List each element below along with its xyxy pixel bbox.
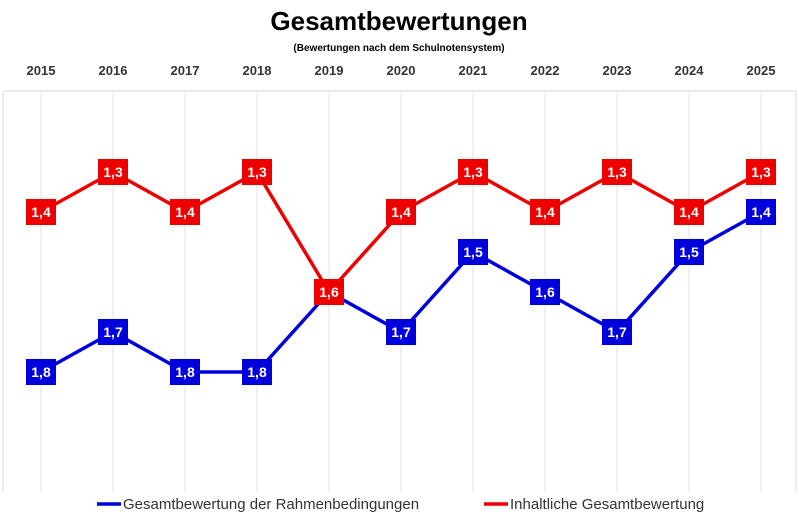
data-label: 1,8 bbox=[247, 364, 267, 380]
data-point-marker bbox=[98, 159, 128, 185]
series-markers: 1,8 1,7 1,8 1,8 1,6 1,7 1,5 1,6 1,7 1,5 1,4 1,4 1,3 1… bbox=[26, 159, 776, 385]
data-label: 1,7 bbox=[607, 324, 627, 340]
data-point-marker bbox=[458, 239, 488, 265]
data-label: 1,3 bbox=[463, 164, 483, 180]
data-label: 1,4 bbox=[679, 204, 699, 220]
x-tick-label: 2016 bbox=[99, 63, 128, 78]
data-label: 1,4 bbox=[535, 204, 555, 220]
x-tick-label: 2025 bbox=[747, 63, 776, 78]
data-label: 1,4 bbox=[31, 204, 51, 220]
x-tick-label: 2019 bbox=[315, 63, 344, 78]
x-tick-label: 2024 bbox=[675, 63, 705, 78]
data-point-marker bbox=[746, 199, 776, 225]
chart-subtitle: (Bewertungen nach dem Schulnotensystem) bbox=[293, 43, 504, 54]
data-label: 1,4 bbox=[751, 204, 771, 220]
data-point-marker bbox=[458, 159, 488, 185]
data-point-marker bbox=[674, 199, 704, 225]
data-label: 1,4 bbox=[175, 204, 195, 220]
data-point-marker bbox=[170, 199, 200, 225]
data-label: 1,8 bbox=[31, 364, 51, 380]
data-label: 1,3 bbox=[607, 164, 627, 180]
data-point-marker bbox=[386, 319, 416, 345]
data-point-marker bbox=[530, 199, 560, 225]
x-tick-label: 2017 bbox=[171, 63, 200, 78]
legend: Gesamtbewertung der Rahmenbedingungen Inh… bbox=[97, 496, 704, 513]
data-point-marker bbox=[602, 319, 632, 345]
x-tick-label: 2015 bbox=[27, 63, 56, 78]
x-tick-label: 2020 bbox=[387, 63, 416, 78]
data-point-marker bbox=[386, 199, 416, 225]
data-label: 1,7 bbox=[103, 324, 123, 340]
plot-area: 1,8 1,7 1,8 1,8 1,6 1,7 1,5 1,6 1,7 1,5 1,4 1,4 1,3 1… bbox=[2, 90, 797, 492]
x-tick-label: 2023 bbox=[603, 63, 632, 78]
data-label: 1,7 bbox=[391, 324, 411, 340]
data-point-marker bbox=[98, 319, 128, 345]
data-label: 1,3 bbox=[103, 164, 123, 180]
data-point-marker bbox=[242, 159, 272, 185]
data-label: 1,4 bbox=[391, 204, 411, 220]
data-label: 1,5 bbox=[679, 244, 699, 260]
x-axis-tick-labels: 2015 2016 2017 2018 2019 2020 2021 2022 2023 2024… bbox=[27, 63, 776, 78]
data-point-marker bbox=[674, 239, 704, 265]
data-label: 1,8 bbox=[175, 364, 195, 380]
data-label: 1,3 bbox=[751, 164, 771, 180]
gridlines bbox=[40, 91, 762, 492]
data-point-marker bbox=[26, 199, 56, 225]
x-tick-label: 2018 bbox=[243, 63, 272, 78]
data-point-marker bbox=[242, 359, 272, 385]
data-point-marker bbox=[314, 279, 344, 305]
data-point-marker bbox=[530, 279, 560, 305]
data-point-marker bbox=[746, 159, 776, 185]
data-label: 1,3 bbox=[247, 164, 267, 180]
data-point-marker bbox=[170, 359, 200, 385]
data-label: 1,6 bbox=[319, 284, 339, 300]
legend-label: Inhaltliche Gesamtbewertung bbox=[510, 496, 704, 513]
data-point-marker bbox=[26, 359, 56, 385]
chart-title: Gesamtbewertungen bbox=[270, 6, 527, 36]
data-label: 1,5 bbox=[463, 244, 483, 260]
legend-label: Gesamtbewertung der Rahmenbedingungen bbox=[123, 496, 419, 513]
data-point-marker bbox=[602, 159, 632, 185]
x-tick-label: 2022 bbox=[531, 63, 560, 78]
data-label: 1,6 bbox=[535, 284, 555, 300]
x-tick-label: 2021 bbox=[459, 63, 488, 78]
